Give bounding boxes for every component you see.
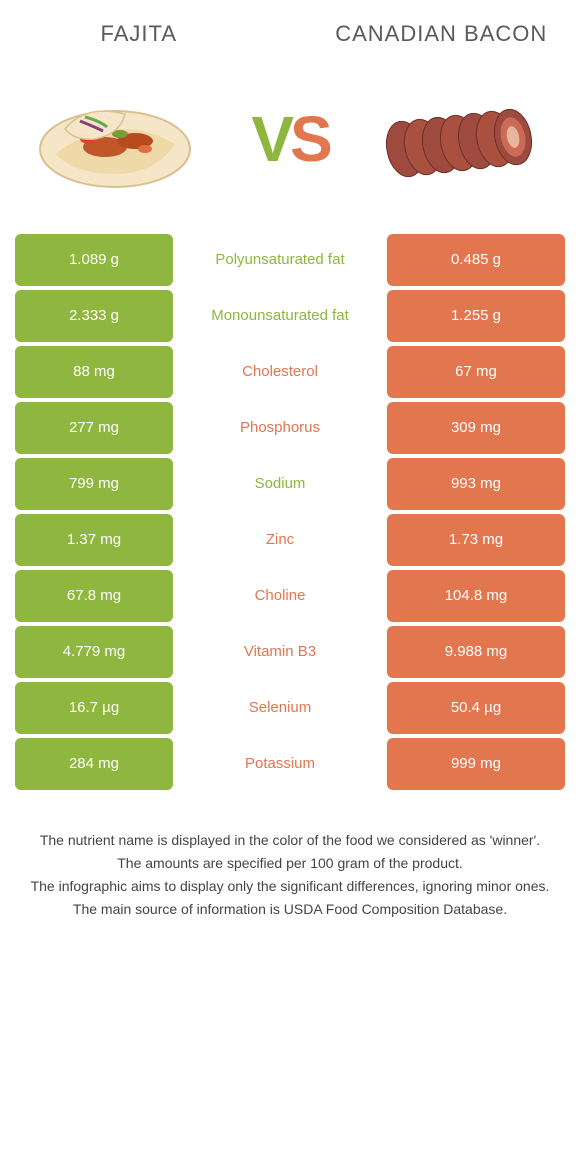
table-row: 799 mgSodium993 mg bbox=[15, 458, 565, 510]
table-row: 2.333 gMonounsaturated fat1.255 g bbox=[15, 290, 565, 342]
footer-notes: The nutrient name is displayed in the co… bbox=[15, 830, 565, 920]
table-row: 284 mgPotassium999 mg bbox=[15, 738, 565, 790]
left-value-cell: 1.089 g bbox=[15, 234, 173, 286]
right-food-title: CANADIAN BACON bbox=[318, 20, 566, 49]
infographic-container: FAJITA CANADIAN BACON VS bbox=[0, 0, 580, 942]
hero-row: VS bbox=[15, 79, 565, 199]
bacon-image bbox=[375, 79, 555, 199]
left-value-cell: 4.779 mg bbox=[15, 626, 173, 678]
nutrient-label: Sodium bbox=[177, 458, 383, 510]
footer-line: The infographic aims to display only the… bbox=[25, 876, 555, 897]
nutrient-label: Selenium bbox=[177, 682, 383, 734]
nutrient-label: Vitamin B3 bbox=[177, 626, 383, 678]
vs-v: V bbox=[251, 102, 290, 176]
table-row: 277 mgPhosphorus309 mg bbox=[15, 402, 565, 454]
fajita-icon bbox=[25, 79, 205, 199]
table-row: 16.7 µgSelenium50.4 µg bbox=[15, 682, 565, 734]
footer-line: The main source of information is USDA F… bbox=[25, 899, 555, 920]
vs-s: S bbox=[290, 102, 329, 176]
table-row: 4.779 mgVitamin B39.988 mg bbox=[15, 626, 565, 678]
right-value-cell: 50.4 µg bbox=[387, 682, 565, 734]
table-row: 1.37 mgZinc1.73 mg bbox=[15, 514, 565, 566]
left-value-cell: 1.37 mg bbox=[15, 514, 173, 566]
right-value-cell: 9.988 mg bbox=[387, 626, 565, 678]
left-value-cell: 67.8 mg bbox=[15, 570, 173, 622]
right-value-cell: 1.73 mg bbox=[387, 514, 565, 566]
right-value-cell: 309 mg bbox=[387, 402, 565, 454]
footer-line: The nutrient name is displayed in the co… bbox=[25, 830, 555, 851]
table-row: 88 mgCholesterol67 mg bbox=[15, 346, 565, 398]
left-value-cell: 88 mg bbox=[15, 346, 173, 398]
vs-label: VS bbox=[251, 102, 328, 176]
nutrient-label: Choline bbox=[177, 570, 383, 622]
bacon-icon bbox=[375, 79, 555, 199]
footer-line: The amounts are specified per 100 gram o… bbox=[25, 853, 555, 874]
fajita-image bbox=[25, 79, 205, 199]
left-food-title: FAJITA bbox=[15, 20, 263, 49]
right-value-cell: 104.8 mg bbox=[387, 570, 565, 622]
left-value-cell: 16.7 µg bbox=[15, 682, 173, 734]
nutrient-label: Zinc bbox=[177, 514, 383, 566]
right-value-cell: 67 mg bbox=[387, 346, 565, 398]
nutrient-table: 1.089 gPolyunsaturated fat0.485 g2.333 g… bbox=[15, 234, 565, 790]
nutrient-label: Potassium bbox=[177, 738, 383, 790]
right-value-cell: 999 mg bbox=[387, 738, 565, 790]
right-value-cell: 0.485 g bbox=[387, 234, 565, 286]
titles-row: FAJITA CANADIAN BACON bbox=[15, 20, 565, 49]
table-row: 67.8 mgCholine104.8 mg bbox=[15, 570, 565, 622]
table-row: 1.089 gPolyunsaturated fat0.485 g bbox=[15, 234, 565, 286]
left-value-cell: 2.333 g bbox=[15, 290, 173, 342]
nutrient-label: Cholesterol bbox=[177, 346, 383, 398]
left-value-cell: 277 mg bbox=[15, 402, 173, 454]
right-value-cell: 1.255 g bbox=[387, 290, 565, 342]
nutrient-label: Polyunsaturated fat bbox=[177, 234, 383, 286]
nutrient-label: Phosphorus bbox=[177, 402, 383, 454]
left-value-cell: 284 mg bbox=[15, 738, 173, 790]
right-value-cell: 993 mg bbox=[387, 458, 565, 510]
nutrient-label: Monounsaturated fat bbox=[177, 290, 383, 342]
left-value-cell: 799 mg bbox=[15, 458, 173, 510]
